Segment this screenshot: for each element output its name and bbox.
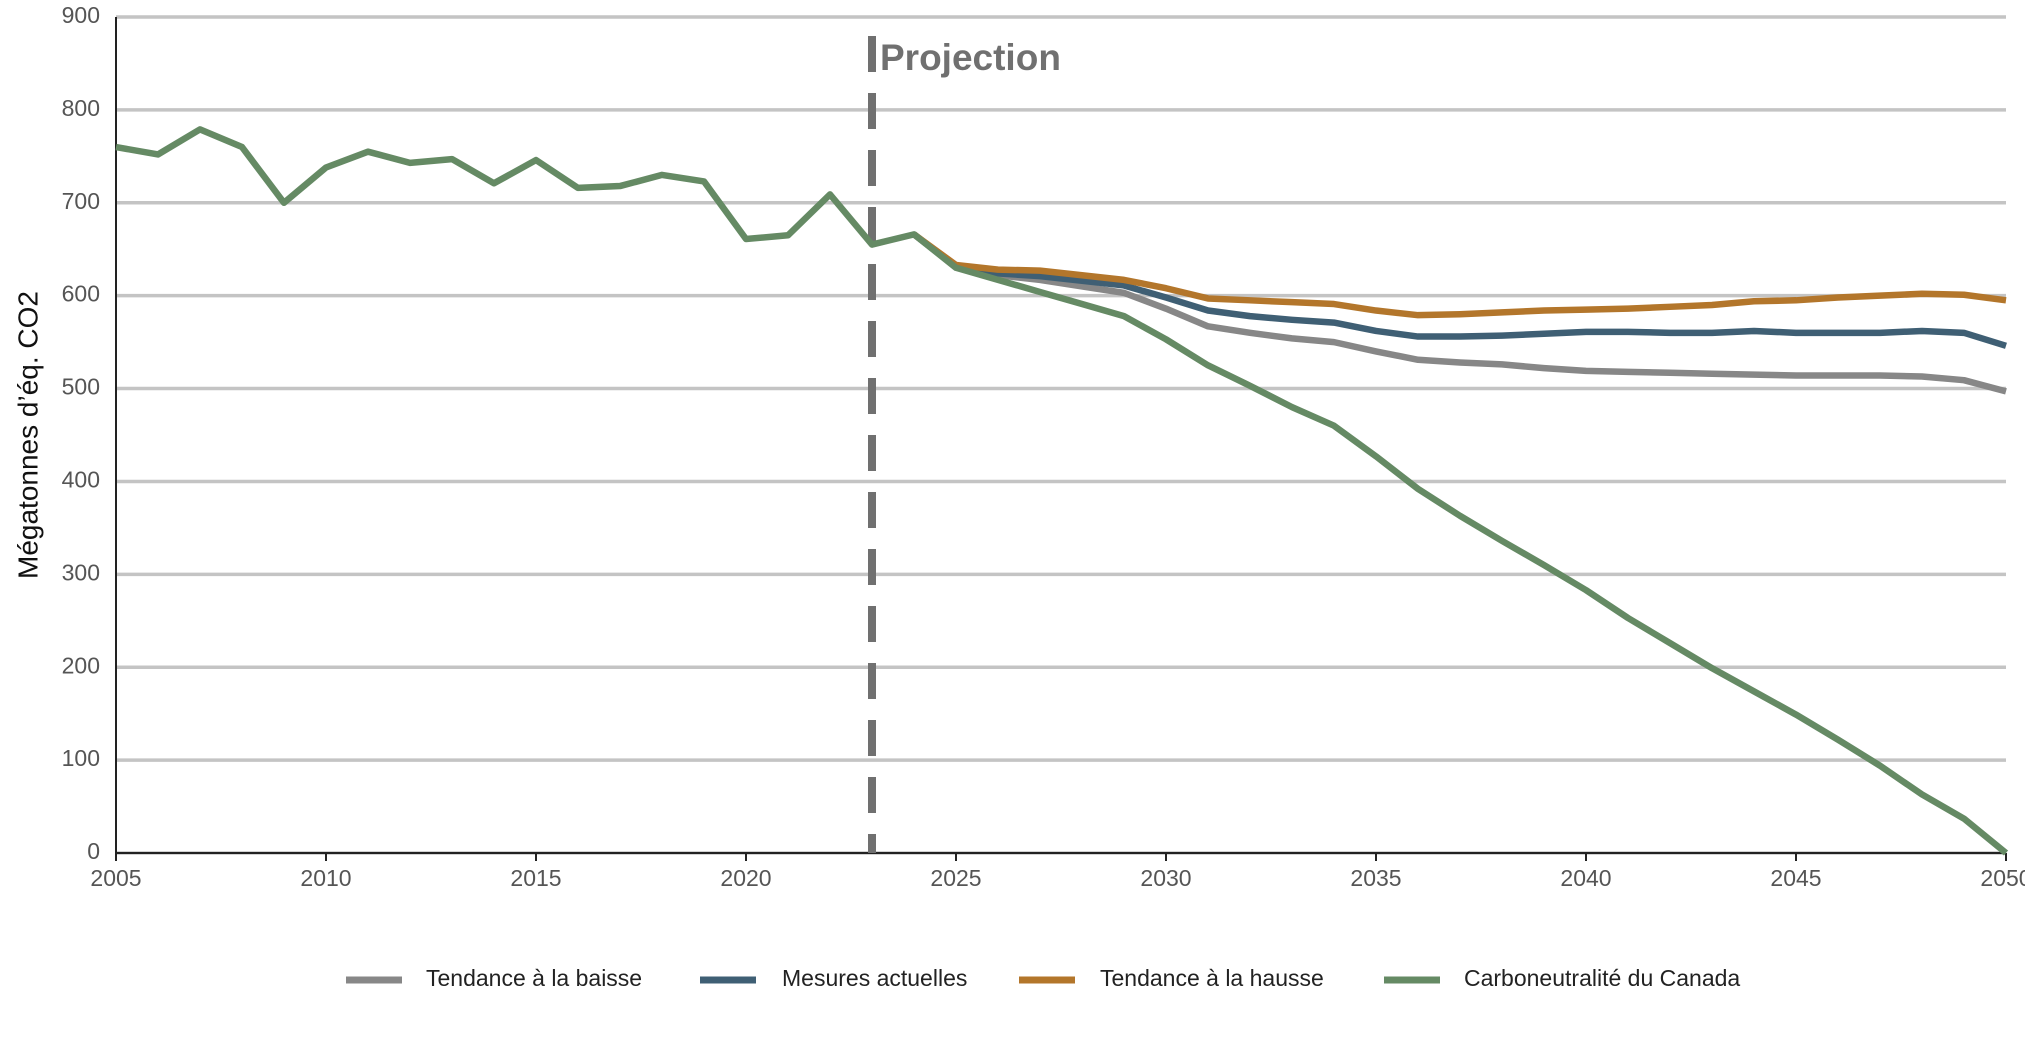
y-tick-label: 600: [62, 281, 100, 307]
y-tick-label: 500: [62, 374, 100, 400]
y-axis-label: Mégatonnes d’éq. CO2: [12, 291, 43, 579]
series-line: [912, 231, 2007, 349]
x-tick-label: 2030: [1140, 865, 1191, 891]
x-tick-label: 2010: [300, 865, 351, 891]
series-line: [115, 126, 2009, 856]
x-tick-label: 2035: [1350, 865, 1401, 891]
y-tick-label: 900: [62, 2, 100, 28]
y-tick-label: 800: [62, 95, 100, 121]
y-tick-label: 100: [62, 745, 100, 771]
y-tick-label: 700: [62, 188, 100, 214]
series-line: [912, 231, 2007, 395]
legend-label: Mesures actuelles: [782, 965, 967, 991]
y-tick-label: 200: [62, 652, 100, 678]
x-tick-label: 2050: [1980, 865, 2025, 891]
x-tick-label: 2015: [510, 865, 561, 891]
x-tick-label: 2005: [90, 865, 141, 891]
x-tick-label: 2025: [930, 865, 981, 891]
legend-label: Carboneutralité du Canada: [1464, 965, 1740, 991]
legend-label: Tendance à la hausse: [1100, 965, 1324, 991]
y-tick-label: 300: [62, 559, 100, 585]
series-line: [912, 231, 2007, 319]
projection-label: Projection: [880, 37, 1061, 78]
y-tick-label: 0: [87, 838, 100, 864]
x-tick-label: 2020: [720, 865, 771, 891]
x-tick-label: 2040: [1560, 865, 1611, 891]
y-tick-label: 400: [62, 467, 100, 493]
legend-label: Tendance à la baisse: [426, 965, 642, 991]
x-tick-label: 2045: [1770, 865, 1821, 891]
